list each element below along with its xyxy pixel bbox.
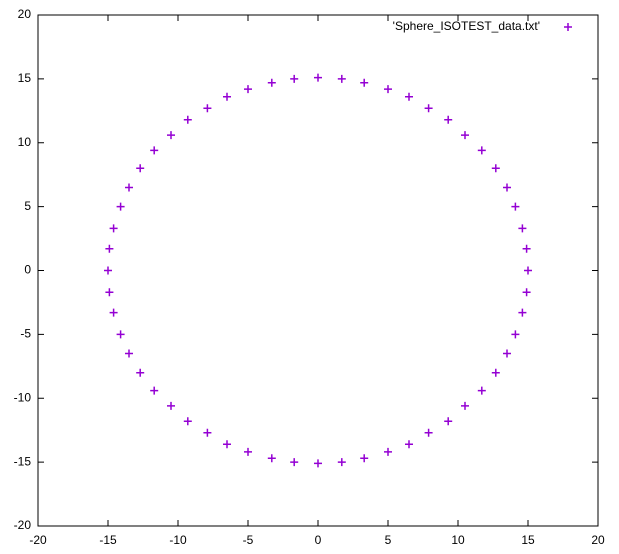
data-point xyxy=(183,115,192,124)
data-point xyxy=(105,288,114,297)
data-point xyxy=(337,458,346,467)
legend-marker xyxy=(564,23,572,31)
data-point xyxy=(105,244,114,253)
data-point xyxy=(203,428,212,437)
data-point xyxy=(522,288,531,297)
data-point xyxy=(518,308,527,317)
data-point xyxy=(444,115,453,124)
y-tick-label: 20 xyxy=(18,7,32,21)
data-point xyxy=(167,131,175,140)
x-tick-label: -20 xyxy=(29,533,47,547)
data-point xyxy=(491,368,500,377)
x-tick-label: -15 xyxy=(99,533,117,547)
data-point xyxy=(518,224,527,233)
x-tick-label: 0 xyxy=(315,533,322,547)
data-point xyxy=(477,386,486,395)
data-point xyxy=(104,266,112,275)
data-point xyxy=(405,440,413,449)
x-tick-label: -10 xyxy=(169,533,187,547)
data-point xyxy=(511,330,520,339)
data-point xyxy=(116,202,125,211)
y-tick-label: 5 xyxy=(24,199,31,213)
data-point xyxy=(183,417,192,426)
y-tick-label: 15 xyxy=(18,71,32,85)
plot-frame xyxy=(37,14,599,527)
data-point xyxy=(267,454,276,463)
x-tick-label: -5 xyxy=(243,533,254,547)
data-point xyxy=(461,401,469,410)
y-tick-label: -20 xyxy=(14,518,32,532)
data-point xyxy=(491,164,500,173)
data-point xyxy=(109,224,118,233)
data-point xyxy=(150,146,159,155)
data-point xyxy=(290,74,299,83)
data-point xyxy=(136,164,145,173)
data-point xyxy=(384,447,392,456)
x-tick-label: 15 xyxy=(521,533,535,547)
data-point xyxy=(360,78,369,87)
data-point xyxy=(244,85,252,94)
data-point xyxy=(125,183,133,192)
data-point xyxy=(424,428,433,437)
data-point xyxy=(314,459,322,468)
data-point xyxy=(150,386,159,395)
data-point xyxy=(223,92,231,101)
data-point xyxy=(125,349,133,358)
data-point xyxy=(109,308,118,317)
data-point xyxy=(477,146,486,155)
data-point xyxy=(203,104,212,113)
data-point xyxy=(337,74,346,83)
data-point xyxy=(503,183,511,192)
x-tick-label: 5 xyxy=(385,533,392,547)
data-point xyxy=(522,244,531,253)
x-tick-label: 10 xyxy=(451,533,465,547)
y-tick-label: -10 xyxy=(14,390,32,404)
data-point xyxy=(116,330,125,339)
y-tick-label: -5 xyxy=(20,327,31,341)
data-point xyxy=(405,92,413,101)
data-point xyxy=(511,202,520,211)
y-tick-label: 10 xyxy=(18,135,32,149)
data-point xyxy=(461,131,469,140)
data-point xyxy=(384,85,392,94)
data-point xyxy=(167,401,175,410)
data-point xyxy=(444,417,453,426)
data-point xyxy=(244,447,252,456)
data-point xyxy=(314,73,322,82)
data-point xyxy=(360,454,369,463)
data-point xyxy=(136,368,145,377)
data-point xyxy=(223,440,231,449)
data-point xyxy=(424,104,433,113)
x-tick-label: 20 xyxy=(591,533,605,547)
data-point xyxy=(524,266,532,275)
data-point xyxy=(267,78,276,87)
data-point xyxy=(503,349,511,358)
y-tick-label: -15 xyxy=(14,454,32,468)
y-tick-label: 0 xyxy=(24,263,31,277)
data-point xyxy=(290,458,299,467)
legend-label: 'Sphere_ISOTEST_data.txt' xyxy=(393,19,540,33)
